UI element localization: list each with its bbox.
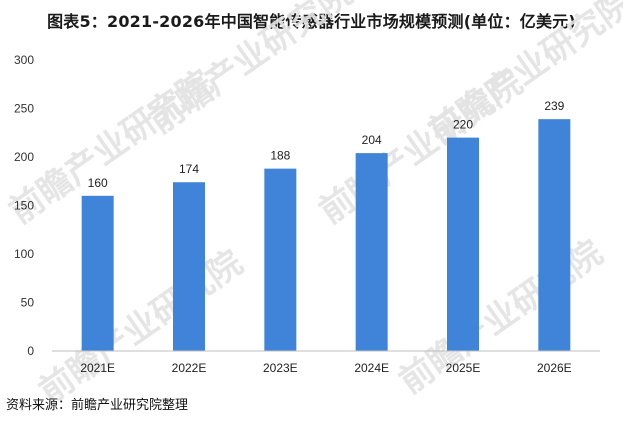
x-tick-label-2022E: 2022E xyxy=(172,361,207,375)
x-axis-tick-labels: 2021E 2022E 2023E 2024E 2025E 2026E xyxy=(80,361,571,375)
y-axis-tick-labels: 0 50 100 150 200 250 300 xyxy=(14,53,34,358)
value-label-2023E: 188 xyxy=(270,149,290,163)
bar-2024E xyxy=(355,153,388,351)
bar-2023E xyxy=(264,168,297,351)
y-tick-label: 150 xyxy=(14,199,34,213)
x-tick-label-2025E: 2025E xyxy=(446,361,481,375)
y-tick-label: 300 xyxy=(14,53,34,67)
value-label-2025E: 220 xyxy=(453,118,473,132)
y-tick-label: 50 xyxy=(21,296,35,310)
x-tick-label-2023E: 2023E xyxy=(263,361,298,375)
chart-title: 图表5：2021-2026年中国智能传感器行业市场规模预测(单位：亿美元) xyxy=(47,12,576,31)
y-tick-label: 100 xyxy=(14,247,34,261)
x-tick-label-2026E: 2026E xyxy=(537,361,572,375)
bars xyxy=(81,119,571,351)
value-label-2021E: 160 xyxy=(88,176,108,190)
y-tick-label: 0 xyxy=(27,344,34,358)
x-tick-label-2021E: 2021E xyxy=(80,361,115,375)
value-label-2022E: 174 xyxy=(179,162,199,176)
bar-2022E xyxy=(173,182,205,351)
value-label-2024E: 204 xyxy=(362,133,382,147)
bar-2025E xyxy=(447,137,479,351)
data-labels: 160 174 188 204 220 239 xyxy=(88,99,565,190)
y-tick-label: 250 xyxy=(14,102,34,116)
source-note: 资料来源：前瞻产业研究院整理 xyxy=(6,398,189,413)
y-tick-label: 200 xyxy=(14,150,34,164)
bar-2021E xyxy=(81,195,114,351)
value-label-2026E: 239 xyxy=(544,99,564,113)
x-tick-label-2024E: 2024E xyxy=(354,361,389,375)
bar-2026E xyxy=(538,119,571,351)
